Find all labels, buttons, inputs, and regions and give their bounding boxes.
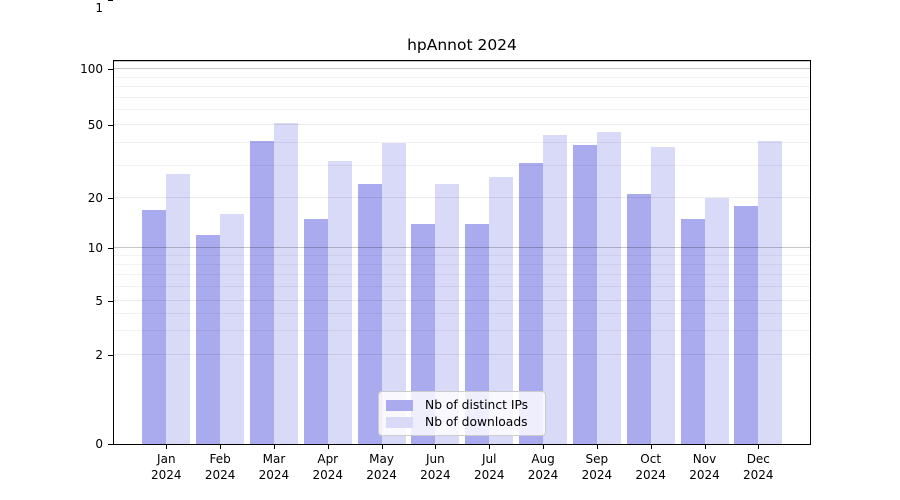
gridline-8 — [114, 264, 810, 266]
gridline-7 — [114, 274, 810, 276]
y-tick-label: 50 — [87, 118, 103, 132]
bar-downloads-mar — [273, 123, 298, 444]
y-tick-label: 10 — [87, 241, 103, 255]
y-tick-label: 20 — [87, 191, 103, 205]
x-tick — [220, 445, 222, 449]
y-tick-label: 0 — [95, 437, 103, 451]
x-tick — [166, 445, 168, 449]
bar-distinct-ips-nov — [680, 218, 705, 444]
gridline-60 — [114, 109, 810, 111]
legend-swatch-distinct-ips — [386, 399, 413, 411]
gridline-70 — [114, 96, 810, 98]
gridline-20 — [114, 197, 810, 198]
x-tick-label: Jan 2024 — [151, 452, 182, 482]
x-tick — [543, 445, 545, 449]
bar-distinct-ips-feb — [196, 234, 221, 444]
y-tick — [108, 444, 113, 445]
gridline-2 — [114, 354, 810, 355]
bar-downloads-apr — [327, 160, 352, 444]
x-tick-label: Sep 2024 — [581, 452, 613, 482]
y-tick — [108, 125, 113, 126]
bar-downloads-jan — [166, 174, 191, 444]
y-tick — [108, 355, 113, 356]
gridline-100 — [114, 68, 810, 69]
x-tick-label: Dec 2024 — [743, 452, 774, 482]
bar-downloads-feb — [220, 214, 245, 444]
bar-downloads-sep — [596, 131, 621, 444]
y-tick — [108, 248, 113, 249]
legend-entry-downloads: Nb of downloads — [386, 415, 538, 429]
y-tick-label: 1 — [95, 1, 103, 15]
bar-downloads-dec — [758, 140, 783, 444]
legend: Nb of distinct IPs Nb of downloads — [378, 391, 546, 436]
gridline-10 — [114, 247, 810, 248]
x-tick — [381, 445, 383, 449]
y-tick-label: 5 — [95, 294, 103, 308]
x-tick-label: Jun 2024 — [420, 452, 451, 482]
bar-distinct-ips-sep — [572, 144, 597, 444]
bar-distinct-ips-apr — [303, 218, 328, 444]
bar-distinct-ips-jan — [142, 209, 167, 444]
x-tick-label: Feb 2024 — [204, 452, 236, 482]
gridline-40 — [114, 141, 810, 143]
legend-entry-distinct-ips: Nb of distinct IPs — [386, 398, 538, 412]
x-tick — [650, 445, 652, 449]
gridline-30 — [114, 164, 810, 166]
bar-distinct-ips-dec — [734, 205, 759, 444]
x-tick — [704, 445, 706, 449]
gridline-1 — [114, 61, 810, 62]
x-tick — [596, 445, 598, 449]
y-tick — [108, 69, 113, 70]
chart-title: hpAnnot 2024 — [407, 36, 517, 54]
legend-label-downloads: Nb of downloads — [425, 415, 528, 429]
x-tick-label: Mar 2024 — [258, 452, 290, 482]
gridline-4 — [114, 313, 810, 315]
bar-downloads-aug — [543, 135, 568, 444]
gridline-90 — [114, 76, 810, 78]
y-tick — [108, 0, 113, 1]
gridline-80 — [114, 86, 810, 87]
x-tick-label: Aug 2024 — [527, 452, 559, 482]
bar-distinct-ips-oct — [626, 194, 651, 444]
legend-swatch-downloads — [386, 416, 413, 428]
gridline-50 — [114, 124, 810, 125]
gridline-6 — [114, 286, 810, 288]
x-tick — [327, 445, 329, 449]
x-tick-label: Apr 2024 — [312, 452, 344, 482]
plot-area — [113, 60, 811, 445]
gridline-5 — [114, 300, 810, 301]
x-tick-label: May 2024 — [366, 452, 397, 482]
x-tick-label: Jul 2024 — [473, 452, 505, 482]
y-tick — [108, 198, 113, 199]
x-tick — [758, 445, 760, 449]
gridline-9 — [114, 255, 810, 257]
bar-downloads-oct — [650, 146, 675, 444]
x-tick — [435, 445, 437, 449]
gridline-3 — [114, 330, 810, 332]
x-tick — [489, 445, 491, 449]
bar-downloads-nov — [704, 198, 729, 444]
y-tick-label: 100 — [80, 62, 103, 76]
y-tick-label: 2 — [95, 348, 103, 362]
bar-distinct-ips-may — [357, 183, 382, 444]
x-tick — [273, 445, 275, 449]
x-tick-label: Nov 2024 — [689, 452, 720, 482]
legend-label-distinct-ips: Nb of distinct IPs — [425, 398, 529, 412]
x-tick-label: Oct 2024 — [635, 452, 666, 482]
bar-distinct-ips-mar — [249, 140, 274, 444]
y-tick — [108, 301, 113, 302]
